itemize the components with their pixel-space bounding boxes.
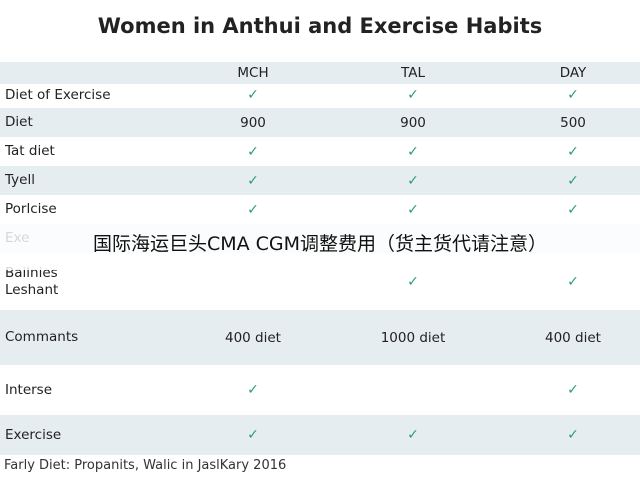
table-cell: 500 [560,114,586,131]
check-mark: ✓ [567,427,579,443]
table-cell: 900 [240,114,266,131]
check-mark: ✓ [407,427,419,443]
row-label: Exercise [5,426,62,443]
column-header: TAL [401,65,425,81]
table-row: Exercise ✓ ✓ ✓ [0,415,640,455]
banner: 国际海运巨头CMA CGM调整费用（货主货代请注意） [0,214,640,270]
check-mark: ✓ [407,143,419,160]
footer: Farly Diet: Propanits, Walic in JaslKary… [4,458,287,473]
check-mark: ✓ [567,143,579,160]
row-label: Interse [5,381,53,398]
row-label: Commants [5,329,79,345]
table-row: Diet 900 900 500 [0,108,640,137]
check-mark: ✓ [567,382,579,398]
table-row: Commants 400 diet 1000 diet 400 diet [0,310,640,365]
check-mark: ✓ [407,273,419,290]
column-header: DAY [559,65,587,81]
table-row: Tyell ✓ ✓ ✓ [0,166,640,195]
row-label: Porlcise [5,201,57,217]
column-header: MCH [237,65,269,81]
check-mark: ✓ [567,172,579,189]
table-row: Interse ✓ ✓ [0,365,640,415]
table-row: Porlcise ✓ ✓ ✓ [0,195,640,224]
row-label: Diet [5,114,33,130]
table-row: Diet of Exercise ✓ ✓ ✓ [0,84,640,106]
table-cell: 400 diet [545,329,601,346]
table-row: Tat diet ✓ ✓ ✓ [0,137,640,166]
check-mark: ✓ [247,382,259,398]
check-mark: ✓ [247,201,259,218]
row-label: Diet of Exercise [5,86,111,103]
check-mark: ✓ [407,201,419,218]
check-mark: ✓ [567,273,579,290]
row-label: Tat diet [5,143,55,159]
title: Women in Anthui and Exercise Habits [97,14,543,38]
table-cell: 1000 diet [380,329,446,346]
check-mark: ✓ [247,143,259,160]
check-mark: ✓ [407,172,419,189]
table-cell: 400 diet [225,329,281,346]
header-row: MCH TAL DAY [0,62,640,84]
check-mark: ✓ [247,87,259,103]
check-mark: ✓ [247,172,259,189]
row-label: Tyell [5,172,35,188]
table-cell: 900 [400,114,426,131]
check-mark: ✓ [407,87,419,103]
check-mark: ✓ [567,201,579,218]
check-mark: ✓ [567,87,579,103]
check-mark: ✓ [247,427,259,443]
